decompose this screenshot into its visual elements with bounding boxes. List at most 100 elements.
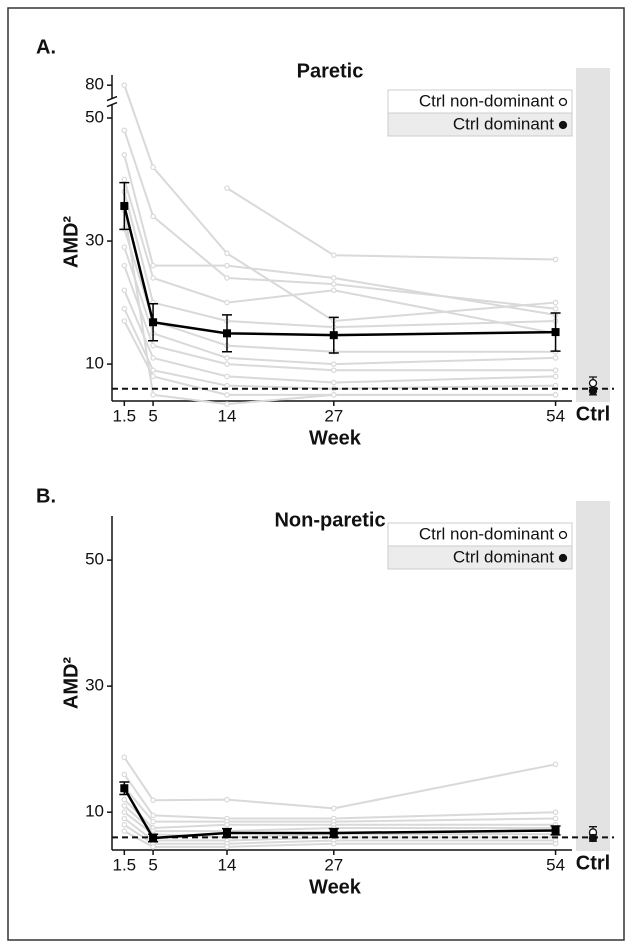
control-area bbox=[576, 68, 610, 402]
individual-point bbox=[150, 797, 156, 804]
chart-title: Non-paretic bbox=[274, 509, 385, 531]
individual-point bbox=[121, 262, 128, 269]
legend-row bbox=[387, 89, 573, 114]
individual-point bbox=[224, 262, 230, 269]
legend-marker bbox=[558, 553, 568, 563]
individual-point bbox=[330, 252, 337, 258]
individual-point bbox=[330, 392, 337, 398]
individual-point bbox=[330, 805, 337, 812]
mean-point bbox=[223, 329, 231, 338]
individual-line bbox=[123, 191, 556, 329]
individual-point bbox=[552, 809, 559, 815]
individual-point bbox=[150, 818, 156, 825]
x-tick-label: 14 bbox=[218, 855, 237, 874]
x-tick-label: 14 bbox=[218, 406, 237, 425]
axis-break bbox=[106, 95, 118, 108]
individual-line bbox=[123, 756, 556, 810]
y-axis-label: AMD² bbox=[60, 216, 82, 269]
individual-point bbox=[224, 275, 230, 281]
control-point bbox=[588, 379, 598, 388]
x-tick-label: 1.5 bbox=[113, 406, 137, 425]
individual-line bbox=[123, 265, 556, 372]
x-tick-label: 54 bbox=[546, 855, 565, 874]
individual-line bbox=[123, 129, 556, 310]
individual-point bbox=[552, 392, 559, 398]
legend-label: Ctrl non-dominant bbox=[419, 91, 554, 110]
individual-point bbox=[121, 815, 128, 822]
y-tick-label: 30 bbox=[85, 676, 104, 695]
individual-point bbox=[121, 176, 128, 183]
x-tick-label: 54 bbox=[546, 406, 565, 425]
x-tick-label: 27 bbox=[324, 855, 343, 874]
individual-point bbox=[552, 840, 559, 847]
individual-point bbox=[224, 373, 230, 380]
individual-point bbox=[121, 803, 128, 809]
legend-marker bbox=[558, 120, 568, 130]
mean-point bbox=[223, 828, 231, 837]
x-tick-label: 1.5 bbox=[113, 855, 137, 874]
individual-point bbox=[150, 213, 156, 220]
y-tick-label: 30 bbox=[85, 231, 104, 250]
y-tick-label: 10 bbox=[85, 802, 104, 821]
control-point bbox=[588, 387, 598, 396]
individual-point bbox=[150, 262, 156, 269]
individual-point bbox=[121, 244, 128, 250]
individual-line bbox=[123, 179, 556, 335]
panel-label: B. bbox=[36, 485, 56, 507]
individual-point bbox=[121, 82, 128, 88]
individual-point bbox=[552, 305, 559, 312]
individual-point bbox=[552, 355, 559, 361]
control-label: Ctrl bbox=[576, 403, 610, 425]
mean-point bbox=[120, 201, 129, 210]
x-axis-label: Week bbox=[309, 876, 362, 898]
individual-point bbox=[330, 287, 337, 294]
control-label: Ctrl bbox=[576, 852, 610, 874]
individual-point bbox=[224, 382, 230, 389]
individual-point bbox=[121, 305, 128, 312]
individual-point bbox=[150, 355, 156, 361]
individual-point bbox=[330, 840, 337, 847]
legend-marker bbox=[558, 530, 568, 540]
legend-label: Ctrl non-dominant bbox=[419, 524, 554, 543]
individual-point bbox=[224, 185, 230, 191]
individual-point bbox=[121, 828, 128, 834]
individual-point bbox=[150, 392, 156, 398]
individual-point bbox=[224, 844, 230, 850]
individual-point bbox=[224, 355, 230, 361]
individual-point bbox=[150, 164, 156, 171]
individual-point bbox=[224, 796, 230, 803]
y-tick-label: 50 bbox=[85, 550, 104, 569]
mean-point bbox=[329, 828, 338, 837]
individual-point bbox=[121, 318, 128, 324]
individual-point bbox=[552, 761, 559, 768]
individual-point bbox=[121, 821, 128, 828]
individual-point bbox=[121, 152, 128, 158]
control-area bbox=[576, 501, 610, 851]
individual-point bbox=[150, 373, 156, 380]
individual-point bbox=[224, 361, 230, 367]
individual-point bbox=[150, 844, 156, 850]
individual-point bbox=[121, 287, 128, 294]
individual-point bbox=[330, 367, 337, 374]
individual-point bbox=[224, 299, 230, 306]
individual-point bbox=[224, 401, 230, 407]
x-tick-label: 5 bbox=[148, 406, 157, 425]
individual-point bbox=[150, 275, 156, 281]
mean-point bbox=[329, 331, 338, 340]
mean-point bbox=[551, 328, 560, 337]
chart-title: Paretic bbox=[297, 60, 364, 82]
legend-label: Ctrl dominant bbox=[453, 114, 554, 133]
individual-point bbox=[121, 809, 128, 815]
individual-point bbox=[121, 127, 128, 134]
y-tick-label: 50 bbox=[85, 107, 104, 126]
individual-point bbox=[224, 821, 230, 828]
mean-point bbox=[120, 784, 129, 793]
individual-point bbox=[121, 771, 128, 778]
individual-point bbox=[552, 367, 559, 374]
mean-point bbox=[149, 318, 158, 327]
x-tick-label: 5 bbox=[148, 855, 157, 874]
mean-line bbox=[123, 205, 556, 337]
individual-point bbox=[121, 754, 128, 761]
legend-label: Ctrl dominant bbox=[453, 547, 554, 566]
legend-marker bbox=[558, 97, 568, 107]
